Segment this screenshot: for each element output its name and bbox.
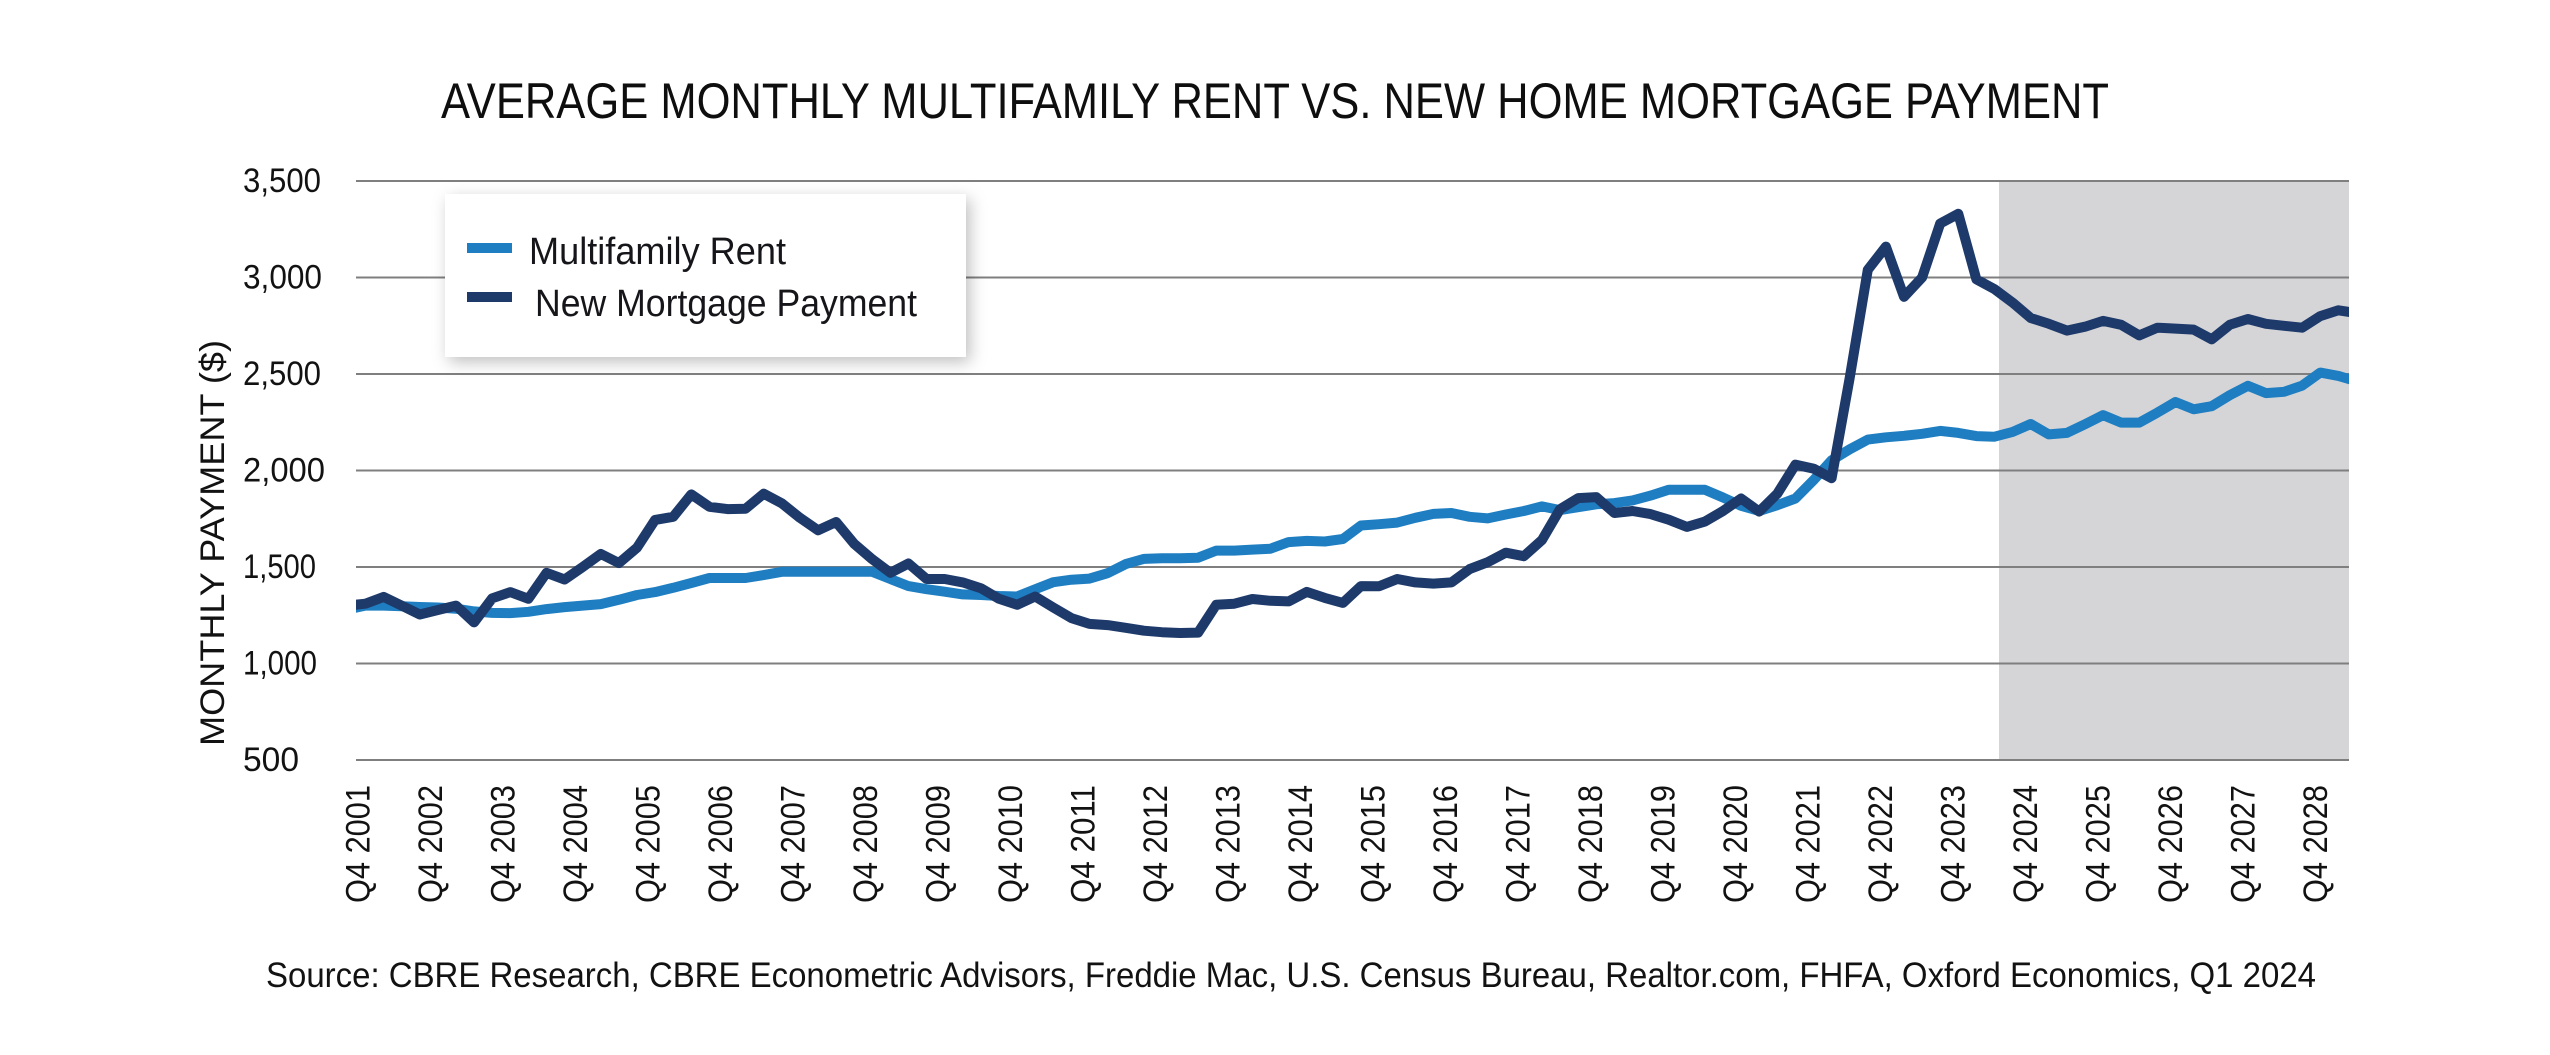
svg-text:Q4 2006: Q4 2006 <box>702 785 740 903</box>
svg-text:Q4 2009: Q4 2009 <box>919 785 957 903</box>
svg-text:Q4 2017: Q4 2017 <box>1499 785 1537 903</box>
svg-text:1,500: 1,500 <box>243 548 316 586</box>
svg-text:3,000: 3,000 <box>243 259 322 297</box>
svg-text:Q4 2004: Q4 2004 <box>557 785 595 903</box>
svg-text:Q4 2019: Q4 2019 <box>1644 785 1682 903</box>
svg-text:2,500: 2,500 <box>243 355 321 393</box>
svg-text:2,000: 2,000 <box>243 452 325 490</box>
svg-text:Q4 2001: Q4 2001 <box>339 785 377 903</box>
svg-text:Q4 2003: Q4 2003 <box>484 785 522 903</box>
svg-text:Q4 2021: Q4 2021 <box>1789 785 1827 903</box>
svg-text:Q4 2011: Q4 2011 <box>1064 785 1102 903</box>
svg-text:Q4 2016: Q4 2016 <box>1427 785 1465 903</box>
svg-text:Q4 2023: Q4 2023 <box>1934 785 1972 903</box>
svg-text:New Mortgage Payment: New Mortgage Payment <box>535 283 917 325</box>
svg-text:Q4 2022: Q4 2022 <box>1862 785 1900 903</box>
svg-text:Q4 2010: Q4 2010 <box>992 785 1030 903</box>
svg-text:Q4 2018: Q4 2018 <box>1572 785 1610 903</box>
svg-text:Q4 2026: Q4 2026 <box>2152 785 2190 903</box>
svg-text:Q4 2025: Q4 2025 <box>2079 785 2117 903</box>
svg-text:MONTHLY PAYMENT ($): MONTHLY PAYMENT ($) <box>194 340 232 746</box>
svg-text:Q4 2015: Q4 2015 <box>1354 785 1392 903</box>
svg-text:Q4 2008: Q4 2008 <box>847 785 885 903</box>
svg-text:Q4 2012: Q4 2012 <box>1137 785 1175 903</box>
svg-text:Q4 2028: Q4 2028 <box>2297 785 2335 903</box>
svg-text:500: 500 <box>243 741 299 779</box>
svg-text:Q4 2002: Q4 2002 <box>412 785 450 903</box>
svg-text:AVERAGE MONTHLY MULTIFAMILY RE: AVERAGE MONTHLY MULTIFAMILY RENT VS. NEW… <box>441 73 2109 129</box>
svg-text:Q4 2027: Q4 2027 <box>2224 785 2262 903</box>
svg-text:Q4 2013: Q4 2013 <box>1209 785 1247 903</box>
svg-text:Q4 2014: Q4 2014 <box>1282 785 1320 903</box>
svg-text:Q4 2007: Q4 2007 <box>774 785 812 903</box>
svg-text:Multifamily Rent: Multifamily Rent <box>529 231 786 273</box>
svg-text:Q4 2020: Q4 2020 <box>1717 785 1755 903</box>
svg-text:1,000: 1,000 <box>243 645 317 683</box>
svg-text:Q4 2024: Q4 2024 <box>2007 785 2045 903</box>
svg-text:3,500: 3,500 <box>243 162 321 200</box>
svg-text:Q4 2005: Q4 2005 <box>629 785 667 903</box>
svg-text:Source: CBRE Research, CBRE Ec: Source: CBRE Research, CBRE Econometric … <box>266 956 2316 995</box>
